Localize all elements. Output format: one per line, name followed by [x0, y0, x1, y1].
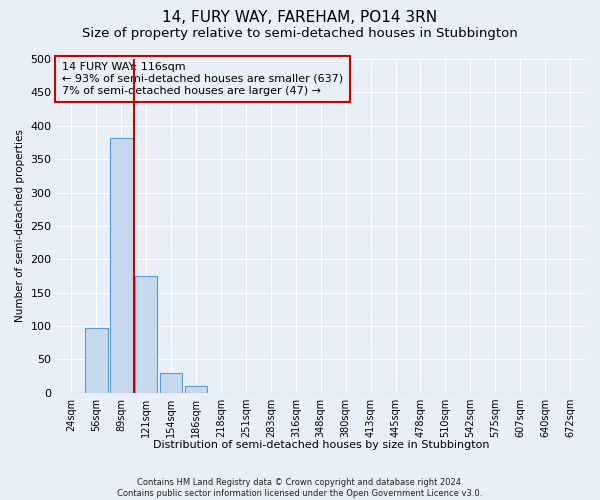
X-axis label: Distribution of semi-detached houses by size in Stubbington: Distribution of semi-detached houses by …	[152, 440, 489, 450]
Text: 14, FURY WAY, FAREHAM, PO14 3RN: 14, FURY WAY, FAREHAM, PO14 3RN	[163, 10, 437, 25]
Bar	[85, 328, 107, 393]
Text: 14 FURY WAY: 116sqm
← 93% of semi-detached houses are smaller (637)
7% of semi-d: 14 FURY WAY: 116sqm ← 93% of semi-detach…	[62, 62, 343, 96]
Bar	[160, 373, 182, 393]
Text: Contains HM Land Registry data © Crown copyright and database right 2024.
Contai: Contains HM Land Registry data © Crown c…	[118, 478, 482, 498]
Bar	[110, 138, 133, 393]
Y-axis label: Number of semi-detached properties: Number of semi-detached properties	[15, 130, 25, 322]
Bar	[185, 386, 208, 393]
Text: Size of property relative to semi-detached houses in Stubbington: Size of property relative to semi-detach…	[82, 28, 518, 40]
Bar	[135, 276, 157, 393]
